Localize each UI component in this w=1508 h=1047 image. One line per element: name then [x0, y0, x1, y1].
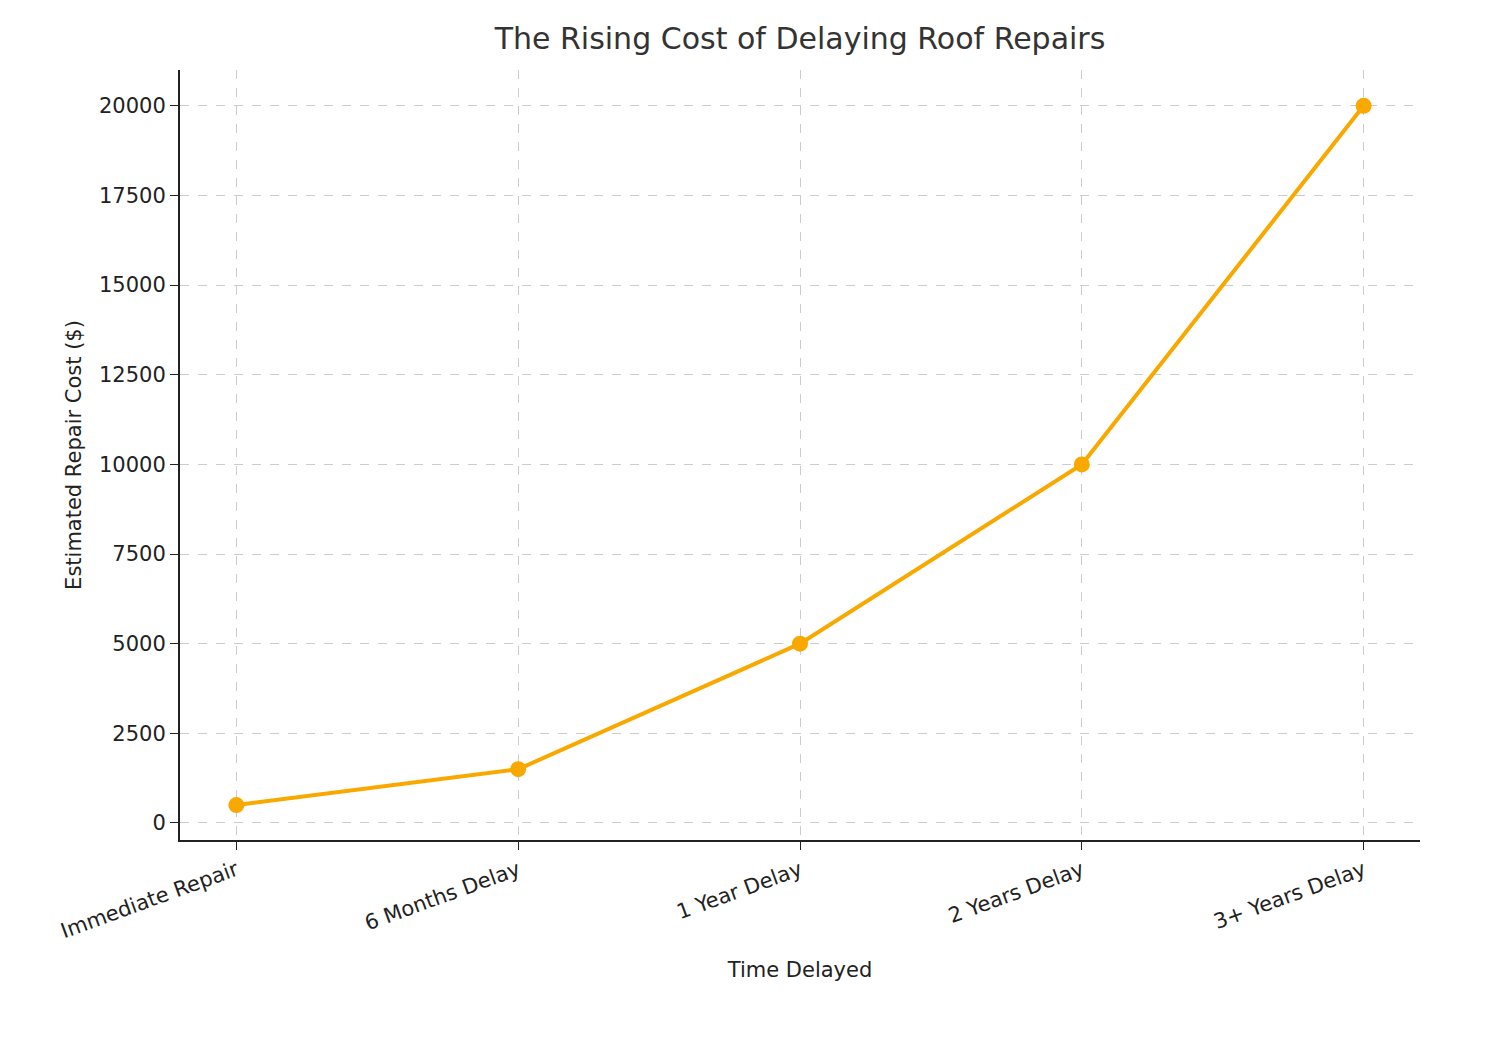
svg-text:Time Delayed: Time Delayed	[727, 958, 873, 982]
svg-text:1 Year Delay: 1 Year Delay	[674, 857, 806, 924]
svg-text:Estimated Repair Cost ($): Estimated Repair Cost ($)	[62, 320, 86, 590]
svg-text:Immediate Repair: Immediate Repair	[58, 857, 242, 944]
svg-text:6 Months Delay: 6 Months Delay	[361, 857, 523, 936]
svg-text:5000: 5000	[112, 632, 165, 656]
svg-text:20000: 20000	[99, 94, 166, 118]
svg-text:0: 0	[152, 811, 165, 835]
svg-text:2500: 2500	[112, 722, 165, 746]
svg-text:15000: 15000	[99, 273, 166, 297]
svg-text:7500: 7500	[112, 542, 165, 566]
svg-text:3+ Years Delay: 3+ Years Delay	[1210, 857, 1369, 934]
svg-text:2 Years Delay: 2 Years Delay	[945, 857, 1087, 928]
svg-text:The Rising Cost of Delaying Ro: The Rising Cost of Delaying Roof Repairs	[494, 21, 1106, 56]
svg-text:12500: 12500	[99, 363, 166, 387]
svg-text:10000: 10000	[99, 453, 166, 477]
svg-text:17500: 17500	[99, 184, 166, 208]
